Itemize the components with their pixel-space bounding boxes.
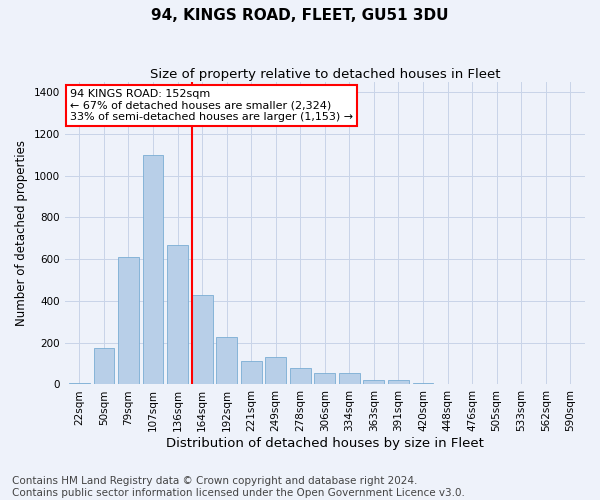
Text: 94, KINGS ROAD, FLEET, GU51 3DU: 94, KINGS ROAD, FLEET, GU51 3DU (151, 8, 449, 22)
X-axis label: Distribution of detached houses by size in Fleet: Distribution of detached houses by size … (166, 437, 484, 450)
Bar (290, 368, 311, 384)
Bar (265, 358, 286, 384)
Bar (94, 348, 115, 385)
Y-axis label: Number of detached properties: Number of detached properties (15, 140, 28, 326)
Bar (339, 373, 360, 384)
Bar (388, 380, 409, 384)
Text: Contains HM Land Registry data © Crown copyright and database right 2024.
Contai: Contains HM Land Registry data © Crown c… (12, 476, 465, 498)
Title: Size of property relative to detached houses in Fleet: Size of property relative to detached ho… (149, 68, 500, 80)
Bar (364, 380, 385, 384)
Bar (241, 362, 262, 384)
Bar (191, 294, 212, 384)
Bar (314, 373, 335, 384)
Bar (216, 338, 237, 384)
Bar (167, 244, 188, 384)
Text: 94 KINGS ROAD: 152sqm
← 67% of detached houses are smaller (2,324)
33% of semi-d: 94 KINGS ROAD: 152sqm ← 67% of detached … (70, 89, 353, 122)
Bar (118, 257, 139, 384)
Bar (143, 155, 163, 384)
